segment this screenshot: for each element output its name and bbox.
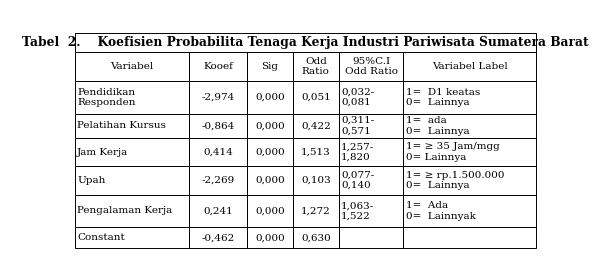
Bar (247, 195, 293, 227)
Bar (339, 166, 403, 195)
Bar (339, 195, 403, 227)
Bar (189, 195, 247, 227)
Text: 1,272: 1,272 (301, 206, 331, 215)
Text: Odd
Ratio: Odd Ratio (302, 57, 330, 76)
Text: 0,311-
0,571: 0,311- 0,571 (341, 116, 374, 136)
Text: Jam Kerja: Jam Kerja (77, 148, 129, 157)
Bar (74, 138, 189, 166)
Text: Tabel  2.    Koefisien Probabilita Tenaga Kerja Industri Pariwisata Sumatera Bar: Tabel 2. Koefisien Probabilita Tenaga Ke… (22, 36, 589, 49)
Bar (293, 227, 339, 248)
Bar (189, 138, 247, 166)
Text: 0,077-
0,140: 0,077- 0,140 (341, 171, 374, 190)
Text: 0,000: 0,000 (255, 148, 285, 157)
Bar (247, 138, 293, 166)
Bar (403, 114, 536, 138)
Text: Constant: Constant (77, 233, 125, 242)
Bar (293, 138, 339, 166)
Bar (293, 52, 339, 81)
Bar (74, 166, 189, 195)
Bar (339, 138, 403, 166)
Text: 1=  Ada
0=  Lainnyak: 1= Ada 0= Lainnyak (406, 201, 476, 221)
Text: 0,422: 0,422 (301, 121, 331, 130)
Bar (339, 227, 403, 248)
Text: Pengalaman Kerja: Pengalaman Kerja (77, 206, 172, 215)
Text: 1,257-
1,820: 1,257- 1,820 (341, 143, 374, 162)
Text: 0,032-
0,081: 0,032- 0,081 (341, 88, 374, 107)
Bar (74, 195, 189, 227)
Text: 1= ≥ 35 Jam/mgg
0= Lainnya: 1= ≥ 35 Jam/mgg 0= Lainnya (406, 143, 499, 162)
Text: Pelatihan Kursus: Pelatihan Kursus (77, 121, 166, 130)
Text: 0,414: 0,414 (203, 148, 233, 157)
Bar (247, 227, 293, 248)
Bar (403, 166, 536, 195)
Bar (247, 166, 293, 195)
Bar (339, 81, 403, 114)
Text: 0,000: 0,000 (255, 176, 285, 185)
Text: 95%C.I
Odd Ratio: 95%C.I Odd Ratio (344, 57, 398, 76)
Text: Kooef: Kooef (203, 62, 233, 71)
Bar (189, 114, 247, 138)
Text: -0,864: -0,864 (201, 121, 235, 130)
Text: 0,630: 0,630 (301, 233, 331, 242)
Bar (74, 227, 189, 248)
Bar (189, 227, 247, 248)
Bar (74, 52, 189, 81)
Text: -0,462: -0,462 (201, 233, 235, 242)
Text: Variabel Label: Variabel Label (432, 62, 508, 71)
Bar (293, 114, 339, 138)
Bar (247, 52, 293, 81)
Bar (339, 52, 403, 81)
Bar (293, 166, 339, 195)
Bar (403, 138, 536, 166)
Bar (74, 81, 189, 114)
Bar (403, 227, 536, 248)
Text: Variabel: Variabel (110, 62, 153, 71)
Bar (247, 81, 293, 114)
Bar (403, 81, 536, 114)
Text: 1=  ada
0=  Lainnya: 1= ada 0= Lainnya (406, 116, 469, 136)
Bar (74, 114, 189, 138)
Bar (293, 81, 339, 114)
Text: 1=  D1 keatas
0=  Lainnya: 1= D1 keatas 0= Lainnya (406, 88, 480, 107)
Text: 1,513: 1,513 (301, 148, 331, 157)
Bar (189, 81, 247, 114)
Bar (339, 114, 403, 138)
Text: 0,000: 0,000 (255, 206, 285, 215)
Text: -2,974: -2,974 (201, 93, 235, 102)
Text: 1= ≥ rp.1.500.000
0=  Lainnya: 1= ≥ rp.1.500.000 0= Lainnya (406, 171, 504, 190)
Text: Pendidikan
Responden: Pendidikan Responden (77, 88, 136, 107)
Bar (189, 52, 247, 81)
Text: -2,269: -2,269 (201, 176, 235, 185)
Bar (74, 33, 536, 52)
Text: 1,063-
1,522: 1,063- 1,522 (341, 201, 374, 221)
Bar (293, 195, 339, 227)
Text: Sig: Sig (262, 62, 278, 71)
Bar (247, 114, 293, 138)
Text: 0,000: 0,000 (255, 93, 285, 102)
Text: 0,000: 0,000 (255, 233, 285, 242)
Text: Upah: Upah (77, 176, 105, 185)
Bar (403, 195, 536, 227)
Text: 0,241: 0,241 (203, 206, 233, 215)
Text: 0,103: 0,103 (301, 176, 331, 185)
Text: 0,000: 0,000 (255, 121, 285, 130)
Bar (189, 166, 247, 195)
Text: 0,051: 0,051 (301, 93, 331, 102)
Bar (403, 52, 536, 81)
